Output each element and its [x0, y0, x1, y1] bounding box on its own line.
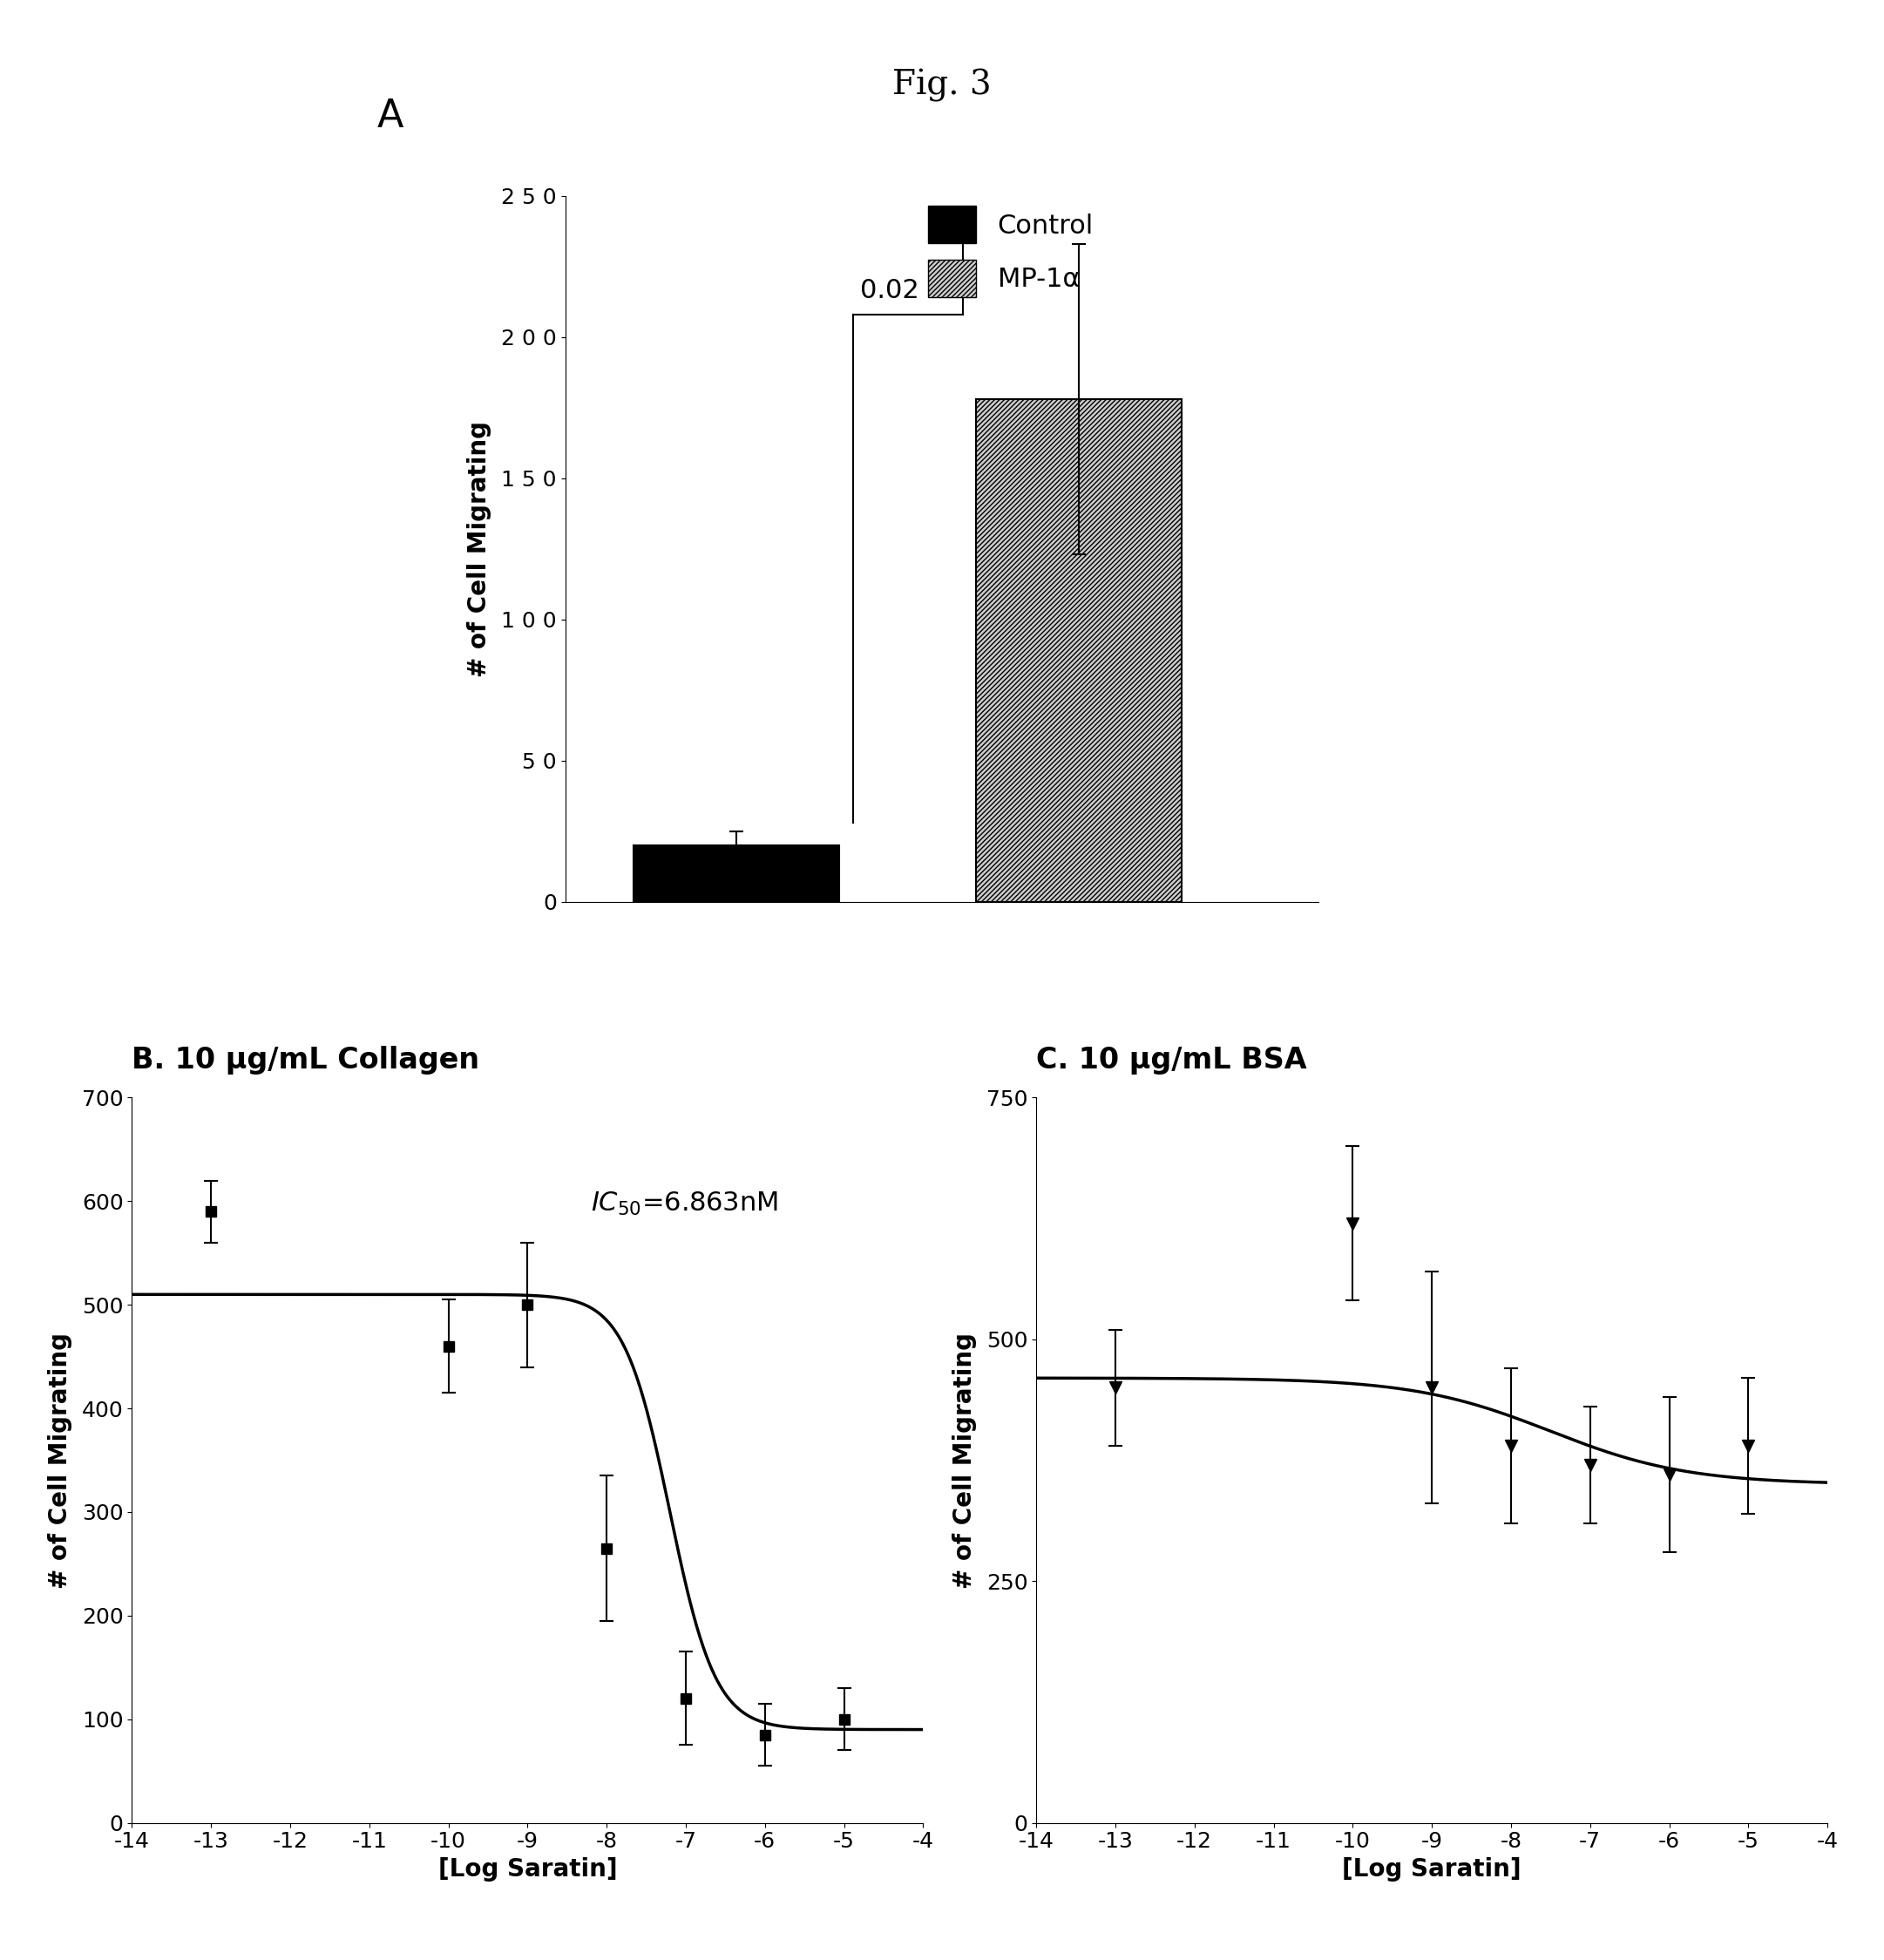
Text: 0.02: 0.02 — [859, 278, 919, 304]
Bar — [633, 845, 838, 902]
Legend: Control, MP-1α: Control, MP-1α — [918, 196, 1104, 308]
Text: C. 10 μg/mL BSA: C. 10 μg/mL BSA — [1036, 1045, 1307, 1074]
X-axis label: [Log Saratin]: [Log Saratin] — [437, 1856, 618, 1882]
Text: A: A — [377, 98, 403, 135]
Text: B. 10 μg/mL Collagen: B. 10 μg/mL Collagen — [132, 1045, 480, 1074]
Y-axis label: # of Cell Migrating: # of Cell Migrating — [467, 421, 492, 676]
Text: Fig. 3: Fig. 3 — [893, 69, 991, 102]
Text: $\mathit{IC}_{50}$=6.863nM: $\mathit{IC}_{50}$=6.863nM — [592, 1190, 778, 1217]
Bar — [976, 400, 1181, 902]
Y-axis label: # of Cell Migrating: # of Cell Migrating — [951, 1333, 976, 1588]
Y-axis label: # of Cell Migrating: # of Cell Migrating — [47, 1333, 72, 1588]
X-axis label: [Log Saratin]: [Log Saratin] — [1341, 1856, 1522, 1882]
